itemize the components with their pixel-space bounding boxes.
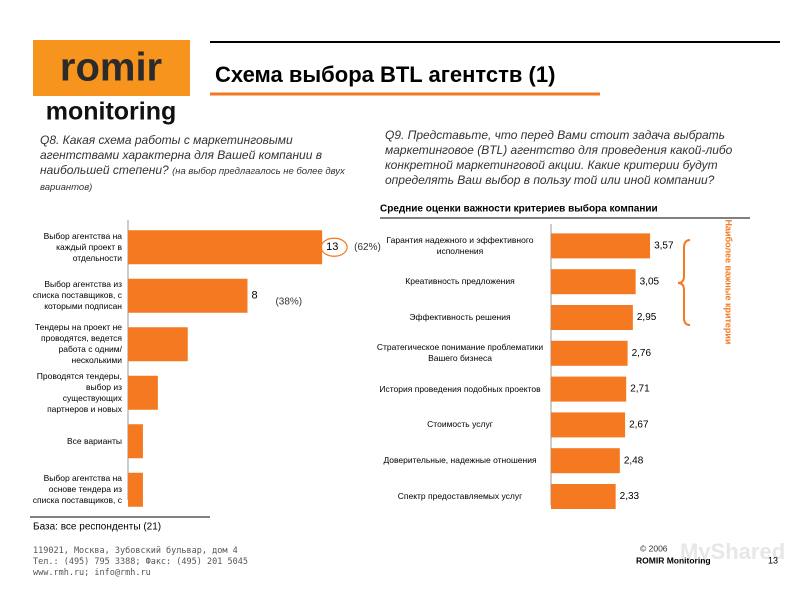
bar (551, 233, 651, 259)
category-label: Тендеры на проект не проводятся, ведется… (34, 322, 122, 366)
bar (128, 472, 143, 507)
bar (551, 484, 616, 509)
category-label: Проводятся тендеры, выбор из существующи… (36, 370, 122, 414)
bar (551, 412, 626, 438)
chart-title: Средние оценки важности критериев выбора… (380, 203, 658, 215)
value-label: 3,57 (654, 241, 674, 252)
address-line: 119021, Москва, Зубовский бульвар, дом 4 (33, 546, 238, 556)
category-label: Выбор агентства из списка поставщиков, с… (32, 279, 122, 312)
q8-question: Q8. Какая схема работы с маркетинговыми … (40, 133, 322, 177)
category-label: Гарантия надежного и эффективного исполн… (386, 234, 534, 256)
q8: Q8. Какая схема работы с маркетинговыми … (40, 133, 370, 195)
bar (128, 424, 143, 459)
category-label: Стоимость услуг (427, 419, 493, 430)
value-label: 2,71 (630, 384, 650, 395)
bar (128, 230, 323, 265)
bar (128, 375, 158, 410)
logo-top: romir (60, 46, 162, 90)
category-label: Выбор агентства на основе тендера из спи… (32, 473, 122, 506)
bar (551, 340, 628, 366)
bracket (677, 239, 691, 326)
category-label: Креативность предложения (405, 276, 515, 287)
category-label: Спектр предоставляемых услуг (397, 490, 523, 501)
watermark: MyShared (680, 539, 785, 564)
q8-note: (на выбор предлагалось не более двух вар… (40, 166, 345, 193)
category-label: Доверительные, надежные отношения (383, 455, 537, 466)
category-label: Все варианты (66, 435, 122, 446)
value-label: 8 (251, 290, 257, 302)
bar (551, 448, 620, 474)
page-number: 13 (768, 555, 778, 565)
value-label: 3,05 (640, 276, 660, 287)
value-label: 2,95 (637, 312, 657, 323)
category-label: История проведения подобных проектов (379, 383, 541, 394)
category-label: Эффективность решения (409, 311, 511, 322)
category-label: Выбор агентства на каждый проект в отдел… (43, 230, 122, 263)
base-note: База: все респонденты (21) (33, 522, 161, 533)
highlight-ring (320, 237, 348, 257)
percent-label: (38%) (275, 296, 302, 307)
bar (551, 305, 633, 330)
value-label: 13 (326, 241, 338, 253)
bracket-label: Наиболее важные критерии (724, 220, 734, 345)
q9: Q9. Представьте, что перед Вами стоит за… (385, 128, 733, 187)
percent-label: (62%) (354, 242, 381, 253)
value-label: 2,33 (620, 491, 640, 502)
value-label: 2,67 (629, 420, 649, 431)
bar (551, 269, 636, 295)
logo-bottom: monitoring (46, 98, 177, 126)
slide-title: Схема выбора BTL агентств (1) (215, 62, 555, 87)
company: ROMIR Monitoring (636, 555, 711, 565)
address-line: Тел.: (495) 795 3388; Факс: (495) 201 50… (33, 557, 248, 567)
logo-box (33, 40, 190, 96)
bar (128, 327, 188, 362)
address-line: www.rmh.ru; info@rmh.ru (33, 568, 151, 578)
value-label: 2,48 (624, 455, 644, 466)
bar (128, 278, 248, 313)
bar (551, 376, 627, 402)
value-label: 2,76 (632, 348, 652, 359)
category-label: Стратегическое понимание проблематики Ва… (376, 342, 544, 364)
copyright: © 2006 (640, 543, 668, 553)
address: 119021, Москва, Зубовский бульвар, дом 4… (33, 546, 248, 579)
